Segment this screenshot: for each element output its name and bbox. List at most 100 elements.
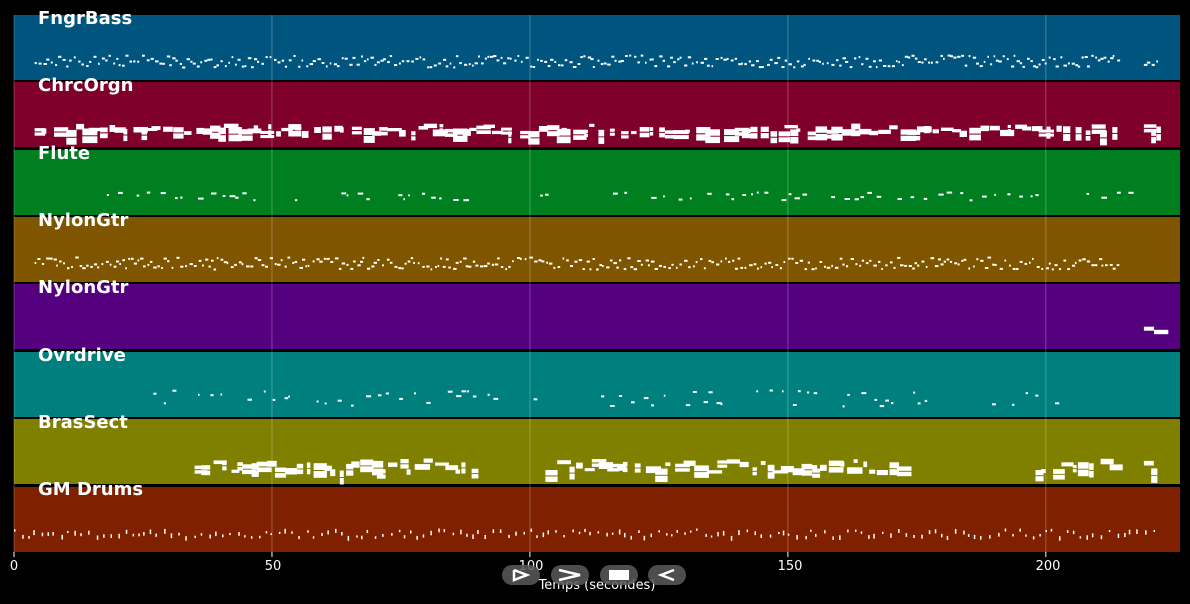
note-mark [606, 266, 610, 269]
note-mark [651, 404, 654, 407]
note-mark [530, 528, 533, 532]
note-mark [613, 192, 618, 195]
note-mark [550, 58, 554, 61]
note-mark [330, 261, 334, 263]
note-mark [194, 470, 208, 474]
note-mark [1011, 65, 1015, 68]
note-mark [1143, 63, 1148, 66]
note-mark [1101, 196, 1107, 199]
note-mark [173, 127, 184, 133]
track-lane-1 [14, 82, 1180, 147]
fast-forward-button[interactable] [551, 565, 589, 585]
note-mark [711, 65, 714, 68]
note-mark [100, 133, 108, 139]
note-mark [703, 267, 706, 270]
note-mark [1143, 124, 1157, 128]
note-mark [198, 393, 200, 396]
note-mark [55, 64, 58, 66]
note-mark [836, 59, 839, 62]
x-tick-label-200: 200 [1035, 559, 1061, 574]
note-mark [357, 264, 361, 267]
note-mark [665, 462, 671, 467]
note-mark [663, 195, 665, 198]
rewind-button[interactable] [648, 565, 686, 585]
note-mark [237, 58, 241, 61]
note-mark [47, 532, 49, 536]
note-mark [730, 535, 733, 541]
note-mark [849, 66, 853, 69]
note-mark [137, 259, 140, 262]
note-mark [980, 259, 984, 262]
note-mark [1041, 469, 1046, 473]
note-mark [58, 55, 62, 58]
note-mark [1103, 56, 1107, 59]
note-mark [471, 474, 479, 479]
note-mark [723, 58, 727, 61]
note-mark [906, 135, 921, 141]
note-mark [269, 56, 272, 59]
note-mark [149, 529, 152, 535]
note-mark [86, 65, 89, 67]
note-mark [578, 259, 583, 262]
note-mark [547, 131, 560, 137]
note-mark [607, 63, 611, 66]
note-mark [238, 532, 240, 536]
note-mark [722, 530, 725, 536]
note-mark [932, 129, 939, 134]
note-mark [1075, 64, 1079, 67]
note-mark [574, 260, 578, 263]
note-mark [274, 58, 277, 61]
note-mark [274, 263, 277, 265]
note-mark [742, 194, 747, 196]
note-mark [788, 193, 792, 196]
stop-button[interactable] [600, 565, 638, 585]
note-mark [530, 65, 533, 68]
note-mark [337, 65, 340, 68]
play-button[interactable] [502, 565, 540, 585]
note-mark [804, 268, 807, 271]
note-mark [484, 57, 487, 60]
note-mark [196, 65, 200, 68]
note-mark [430, 530, 432, 536]
note-mark [34, 128, 46, 132]
note-mark [54, 127, 69, 132]
play-icon [512, 568, 531, 582]
note-mark [398, 62, 401, 65]
note-mark [163, 126, 173, 132]
note-mark [162, 62, 165, 65]
note-mark [512, 260, 514, 263]
note-mark [453, 199, 459, 201]
note-mark [207, 58, 211, 61]
fast-forward-icon [558, 568, 581, 582]
note-mark [738, 530, 740, 536]
note-mark [125, 529, 128, 534]
note-mark [184, 131, 192, 135]
note-mark [1019, 260, 1023, 263]
note-mark [385, 392, 389, 395]
note-mark [253, 125, 259, 129]
note-mark [372, 131, 382, 136]
note-mark [325, 65, 328, 68]
note-mark [913, 391, 916, 394]
note-mark [98, 62, 100, 65]
note-mark [422, 534, 425, 538]
note-mark [241, 65, 245, 68]
note-mark [155, 60, 159, 63]
note-mark [455, 261, 459, 264]
note-mark [172, 389, 177, 392]
note-mark [634, 463, 641, 468]
note-mark [1030, 195, 1033, 198]
note-mark [934, 529, 937, 534]
note-mark [213, 66, 217, 69]
note-mark [573, 135, 587, 140]
note-mark [647, 264, 650, 267]
note-mark [356, 535, 358, 538]
note-mark [33, 530, 35, 536]
note-mark [80, 533, 82, 537]
note-mark [1112, 55, 1115, 57]
note-mark [756, 60, 759, 63]
note-mark [715, 58, 719, 60]
note-mark [1089, 470, 1094, 478]
note-mark [687, 56, 692, 59]
note-mark [976, 62, 979, 65]
